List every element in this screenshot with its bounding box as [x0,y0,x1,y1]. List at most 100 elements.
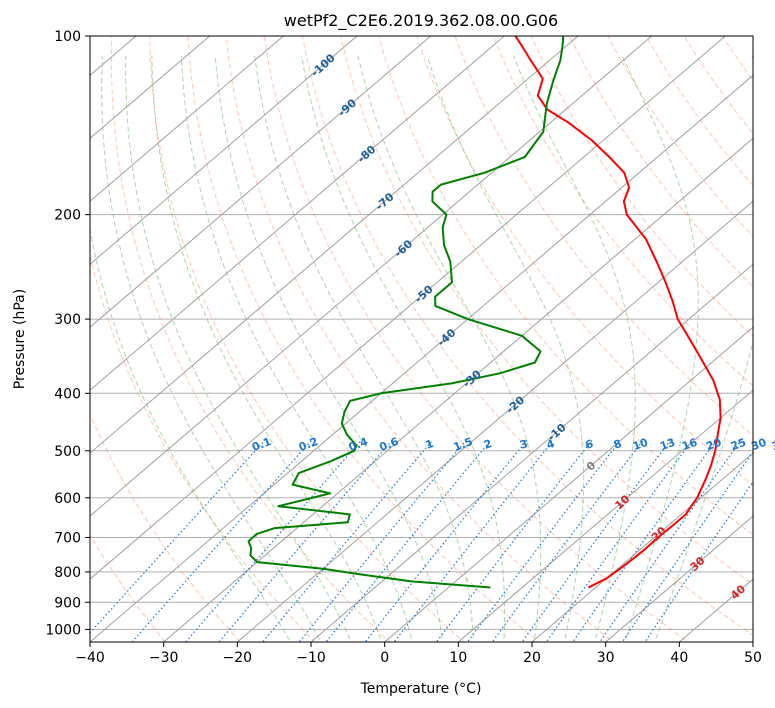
mixing-ratio-label: 36 [770,436,775,454]
dry-adiabat [90,252,316,642]
dry-adiabat [492,36,753,387]
pressure-gridlines [90,36,753,630]
mixing-ratio-label: 13 [658,436,677,453]
mixing-ratio-label: 0.1 [250,435,273,454]
y-tick-label: 200 [54,208,81,224]
moist-adiabat [513,55,636,642]
isotherm [310,263,753,642]
dry-adiabat [225,36,615,642]
x-tick-label: −20 [223,650,253,666]
moist-adiabat [621,55,699,642]
isotherm [90,36,358,265]
dry-adiabat [530,36,753,338]
mixing-ratio-label: 20 [704,436,723,454]
mixing-ratio-line [435,439,593,642]
isotherm [90,36,727,580]
y-tick-label: 700 [54,531,81,547]
dry-adiabat [416,36,753,486]
mixing-ratio-line [521,439,671,642]
mixing-ratio-line [599,439,742,642]
x-tick-label: 40 [670,650,688,666]
moist-adiabat [101,55,322,642]
moist-adiabat [654,55,753,642]
y-tick-label: 500 [54,444,81,460]
dry-adiabat [110,36,391,642]
isotherm [604,515,753,642]
dry-adiabat [263,36,689,642]
dry-adiabat [340,36,753,586]
mixing-ratio-line [218,439,393,642]
moist-adiabat [151,55,383,642]
mixing-ratio-label: 4 [545,437,557,452]
y-axis-ticks: 100 200 300 400 500 600 700 800 900 1000 [45,29,90,638]
plot-area [90,36,753,642]
x-tick-label: −40 [75,650,105,666]
y-tick-label: 300 [54,312,81,328]
plot-frame [89,35,754,643]
profiles [247,36,722,589]
y-axis-label: Pressure (hPa) [12,289,28,389]
chart-title: wetPf2_C2E6.2019.362.08.00.G06 [284,11,558,31]
isotherm [90,36,211,139]
moist-adiabat [254,55,474,642]
isotherm [90,74,753,642]
mixing-ratio-line [491,439,644,642]
isotherm [90,36,432,328]
moist-adiabat [301,55,506,642]
dry-adiabat [302,36,753,636]
isotherm [90,36,285,202]
isotherm [90,36,506,391]
y-tick-label: 900 [54,595,81,611]
x-tick-label: −10 [296,650,326,666]
moist-adiabat [426,55,585,642]
dewpoint-profile [247,36,565,589]
y-tick-label: 800 [54,565,81,581]
mixing-ratio-label: 1.5 [452,435,475,454]
mixing-ratio-label: 30 [749,436,768,454]
mixing-ratio-line [466,439,621,642]
mixing-ratio-label: 2 [482,437,494,452]
isotherm [162,137,753,642]
mixing-ratio-line [325,439,492,642]
mixing-ratio-label: 8 [612,437,624,452]
mixing-ratio-line [644,480,753,642]
isotherm [531,452,753,642]
isotherm [383,326,753,642]
mixing-ratio-line [621,450,753,642]
x-tick-label: 50 [744,650,762,666]
mixing-ratio-line [90,439,266,634]
y-tick-label: 600 [54,491,81,507]
mixing-ratio-label: 25 [729,436,748,453]
moist-adiabat [180,55,413,642]
mixing-ratio-line [393,439,554,642]
x-axis-ticks: −40 −30 −20 −10 0 10 20 30 40 50 [75,642,762,666]
x-tick-label: 0 [380,650,389,666]
y-tick-label: 400 [54,386,81,402]
y-tick-label: 100 [54,29,81,45]
dry-adiabat [90,534,166,642]
mixing-ratio-label: 16 [680,436,699,454]
x-tick-label: 30 [597,650,615,666]
mixing-ratio-lines [90,439,753,642]
x-tick-label: 10 [449,650,467,666]
mixing-ratio-label: 3 [518,437,530,452]
y-tick-label: 1000 [45,622,81,638]
mixing-ratio-line [364,439,528,642]
moist-adiabats [90,55,753,642]
mixing-ratio-label: 1 [424,437,436,452]
plot-background [90,36,753,642]
mixing-ratio-label: 0.4 [347,435,370,454]
x-axis-label: Temperature (°C) [360,681,482,697]
isotherm [90,36,579,454]
mixing-ratio-line [261,439,433,642]
x-tick-label: 20 [523,650,541,666]
dry-adiabat [454,36,753,437]
dry-adiabat [187,36,540,642]
mixing-ratio-line [185,439,362,642]
mixing-ratio-label: 0.2 [297,435,320,454]
dry-adiabat [378,36,753,536]
mixing-ratio-label: 10 [631,436,650,454]
dry-adiabat [149,36,465,642]
moist-adiabat [125,55,352,642]
temperature-profile [514,36,722,589]
